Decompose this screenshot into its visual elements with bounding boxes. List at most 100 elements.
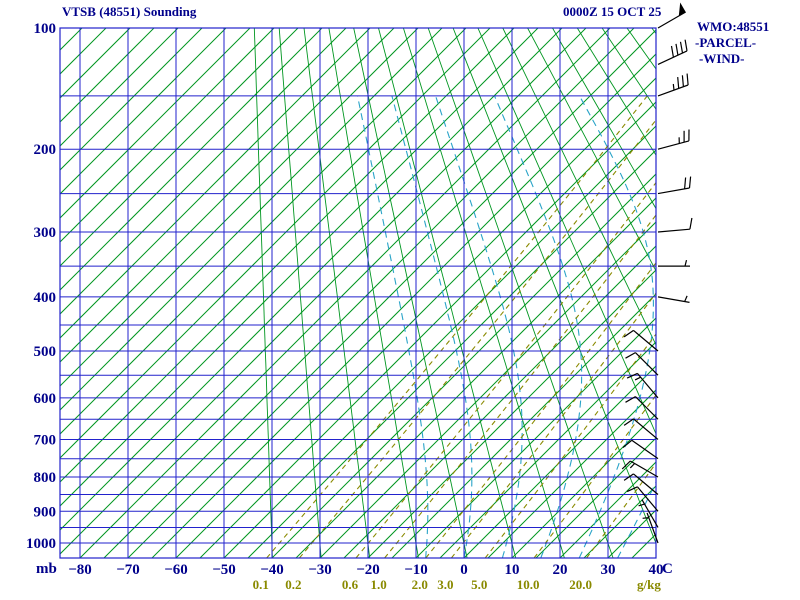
temperature-tick-label: 10 xyxy=(505,562,520,578)
mixing-ratio-tick-label: 10.0 xyxy=(517,577,540,592)
isotherm-line xyxy=(319,221,656,558)
mixing-ratio-line xyxy=(266,95,648,558)
plot-frame xyxy=(59,27,657,559)
dry-adiabat-line xyxy=(677,28,800,558)
isotherm-line xyxy=(655,557,656,558)
isotherm-line xyxy=(367,269,656,558)
valid-datetime: 0000Z 15 OCT 25 xyxy=(563,4,662,19)
dry-adiabat-line xyxy=(477,28,656,435)
wind-barb xyxy=(657,2,687,29)
pressure-tick-label: 700 xyxy=(34,433,57,449)
moist-adiabat-line xyxy=(578,95,654,558)
isotherm-line xyxy=(60,28,275,243)
mixing-ratio-tick-label: 5.0 xyxy=(471,577,487,592)
parcel-toggle[interactable]: -PARCEL- xyxy=(695,35,757,50)
mixing-ratio-tick-label: 2.0 xyxy=(412,577,428,592)
pressure-tick-label: 300 xyxy=(34,225,57,241)
isotherm-line xyxy=(535,437,656,558)
isotherm-line xyxy=(583,485,656,558)
isotherm-line xyxy=(295,197,656,558)
temperature-tick-label: 0 xyxy=(460,562,468,578)
temperature-unit-label: C xyxy=(662,561,673,577)
isotherm-line xyxy=(439,341,656,558)
isotherm-line xyxy=(60,28,467,435)
dry-adiabat-line xyxy=(552,28,656,210)
mixing-ratio-line xyxy=(533,394,656,558)
temperature-tick-label: −80 xyxy=(68,562,92,578)
isotherm-line xyxy=(607,509,656,558)
isotherm-line xyxy=(103,28,635,558)
axis-tick-labels: 0.1 0.2 0.6 1.0 2.0 3.0 5.0 10.0 20.010020030040… xyxy=(26,21,664,592)
mixing-ratio-tick-label: 1.0 xyxy=(370,577,386,592)
moist-adiabat-lines xyxy=(356,95,656,558)
mixing-ratio-tick-label: 0.6 xyxy=(342,577,359,592)
isotherm-line xyxy=(151,53,656,558)
dry-adiabat-line xyxy=(651,28,656,35)
temperature-tick-label: 20 xyxy=(553,562,568,578)
isotherm-line xyxy=(60,28,563,531)
isotherm-line xyxy=(463,365,656,558)
station-title: VTSB (48551) Sounding xyxy=(62,4,197,19)
temperature-tick-label: −30 xyxy=(308,562,332,578)
pressure-tick-label: 400 xyxy=(34,290,57,306)
isotherm-line xyxy=(79,28,611,558)
temperature-tick-label: −20 xyxy=(356,562,380,578)
temperature-tick-label: −10 xyxy=(404,562,428,578)
isotherm-line xyxy=(391,293,656,558)
pressure-tick-label: 500 xyxy=(34,344,57,360)
temperature-tick-label: −40 xyxy=(260,562,284,578)
wind-barb xyxy=(657,295,690,303)
pressure-tick-label: 1000 xyxy=(26,536,56,552)
isotherm-line xyxy=(60,28,443,411)
wind-barb-column xyxy=(621,2,693,544)
isotherm-line xyxy=(60,28,323,291)
dry-adiabat-line xyxy=(452,28,656,545)
isotherm-line xyxy=(60,28,155,123)
wind-barb xyxy=(657,39,688,65)
isotherm-line xyxy=(60,28,203,171)
temperature-tick-label: 30 xyxy=(601,562,616,578)
isotherm-line xyxy=(343,245,656,558)
temperature-tick-label: −50 xyxy=(212,562,236,578)
isotherm-line xyxy=(60,28,227,195)
mixing-ratio-line xyxy=(586,462,656,558)
dry-adiabat-line xyxy=(502,28,656,346)
isotherm-line xyxy=(631,533,656,558)
temperature-tick-label: 40 xyxy=(649,562,664,578)
temperature-tick-label: −60 xyxy=(164,562,188,578)
dry-adiabat-line xyxy=(353,28,468,558)
isotherm-line xyxy=(271,173,656,558)
pressure-unit-label: mb xyxy=(36,561,57,577)
dry-adiabat-line xyxy=(328,28,419,558)
wind-toggle[interactable]: -WIND- xyxy=(699,51,745,66)
pressure-temperature-grid xyxy=(59,27,657,559)
dry-adiabat-line xyxy=(601,28,656,110)
isotherm-line xyxy=(60,28,179,147)
dry-adiabat-line xyxy=(527,28,656,272)
dry-adiabat-line xyxy=(702,28,800,558)
mixing-ratio-tick-label: 20.0 xyxy=(569,577,592,592)
isotherm-line xyxy=(60,28,395,363)
isotherm-line xyxy=(60,28,251,219)
isotherm-line xyxy=(60,28,299,267)
pressure-tick-label: 800 xyxy=(34,470,57,486)
wind-barb xyxy=(623,473,659,495)
wind-barb xyxy=(625,396,659,420)
dry-adiabat-line xyxy=(378,28,517,558)
isotherm-line xyxy=(60,28,587,555)
isotherm-line xyxy=(559,461,656,558)
pressure-tick-label: 100 xyxy=(34,21,57,37)
dry-adiabat-line xyxy=(253,28,273,558)
moist-adiabat-line xyxy=(617,480,656,558)
wind-barb xyxy=(626,486,659,512)
pressure-tick-label: 900 xyxy=(34,504,57,520)
dry-adiabat-line xyxy=(278,28,322,558)
isotherm-line xyxy=(487,389,656,558)
wind-barb xyxy=(657,129,690,150)
wind-barb xyxy=(642,512,659,544)
wind-barb xyxy=(657,176,692,195)
isotherm-line xyxy=(415,317,656,558)
dry-adiabat-line xyxy=(303,28,371,558)
temperature-tick-label: −70 xyxy=(116,562,140,578)
pressure-tick-label: 600 xyxy=(34,391,57,407)
